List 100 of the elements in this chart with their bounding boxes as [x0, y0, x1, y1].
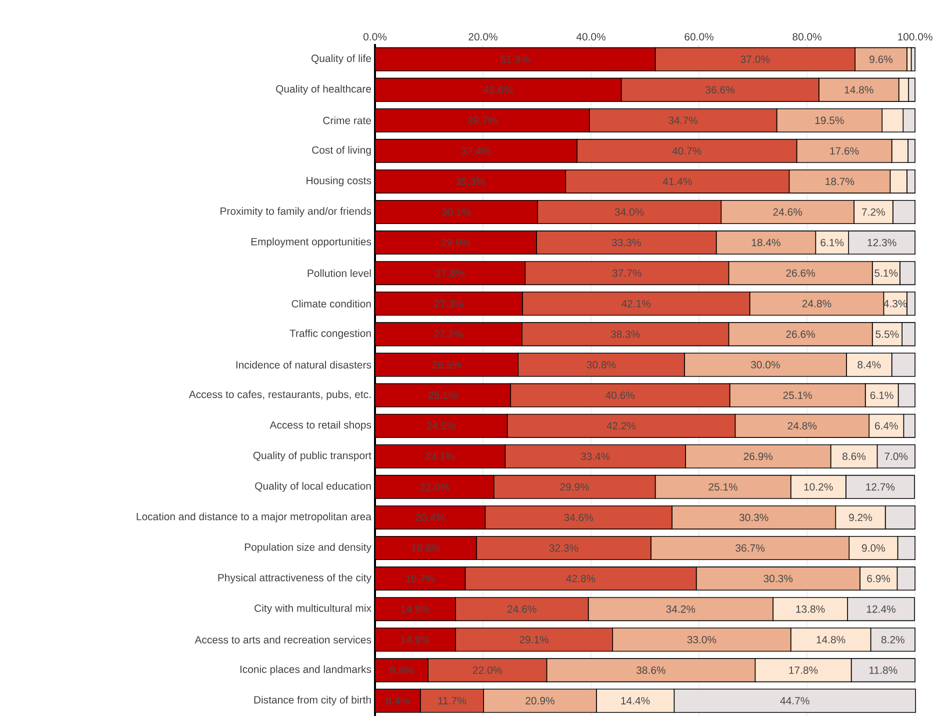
- data-label: 12.4%: [866, 605, 896, 613]
- data-label: 33.3%: [612, 238, 641, 246]
- data-label: 24.6%: [508, 605, 536, 613]
- y-tick-label: Physical attractiveness of the city: [218, 574, 372, 584]
- data-label: 30.3%: [764, 574, 793, 582]
- x-tick-label: 60.0%: [684, 33, 714, 40]
- y-tick-label: Pollution level: [308, 269, 371, 277]
- data-label: 9.8%: [390, 666, 414, 674]
- data-label: 26.5%: [432, 361, 462, 368]
- data-label: 25.1%: [708, 483, 738, 491]
- x-tick-label: 100.0%: [898, 33, 932, 40]
- data-label: 37.0%: [740, 56, 770, 63]
- data-label: 36.7%: [736, 544, 764, 552]
- data-label: 8.4%: [858, 361, 881, 368]
- data-label: 18.7%: [826, 178, 854, 186]
- y-tick-label: Quality of public transport: [253, 451, 372, 462]
- data-label: 26.6%: [786, 330, 815, 338]
- data-label: 41.4%: [662, 178, 692, 186]
- data-label: 18.8%: [412, 544, 440, 552]
- data-label: 30.3%: [739, 514, 768, 522]
- data-label: 25.1%: [428, 392, 458, 399]
- data-label: 13.8%: [796, 605, 825, 613]
- data-label: 12.7%: [866, 483, 895, 491]
- y-tick-label: Quality of healthcare: [276, 84, 371, 95]
- y-tick-label: City with multicultural mix: [254, 604, 372, 614]
- data-label: 37.7%: [612, 269, 642, 277]
- data-label: 9.6%: [870, 56, 893, 63]
- data-label: 17.8%: [789, 666, 818, 674]
- data-label: 27.3%: [434, 300, 464, 308]
- data-label: 20.9%: [526, 697, 554, 704]
- data-label: 36.6%: [706, 86, 735, 94]
- data-label: 38.3%: [610, 330, 640, 338]
- data-label: 16.7%: [406, 574, 435, 582]
- data-label: 6.9%: [867, 574, 890, 582]
- y-tick-label: Climate condition: [292, 300, 371, 308]
- data-label: 5.5%: [876, 330, 899, 338]
- data-label: 19.5%: [815, 116, 844, 124]
- data-label: 9.2%: [849, 514, 872, 522]
- y-tick-label: Iconic places and landmarks: [240, 665, 372, 676]
- data-label: 40.6%: [606, 392, 635, 399]
- y-tick-label: Population size and density: [244, 543, 372, 553]
- y-tick-label: Quality of life: [312, 54, 371, 64]
- data-label: 42.8%: [566, 574, 596, 582]
- y-tick-label: Traffic congestion: [290, 329, 371, 340]
- y-tick-label: Incidence of natural disasters: [236, 360, 372, 369]
- data-label: 30.1%: [442, 208, 471, 216]
- y-tick-label: Access to cafes, restaurants, pubs, etc.: [188, 390, 371, 400]
- y-tick-label: Crime rate: [323, 116, 371, 124]
- data-label: 22.0%: [473, 666, 502, 674]
- x-tick-label: 0.0%: [363, 33, 387, 40]
- data-label: 34.2%: [666, 605, 696, 613]
- x-tick-label: 80.0%: [792, 33, 822, 40]
- y-tick-label: Distance from city of birth: [254, 696, 371, 706]
- data-label: 26.6%: [786, 269, 815, 277]
- data-label: 27.2%: [434, 330, 463, 338]
- data-label: 34.0%: [614, 208, 644, 216]
- data-label: 8.2%: [881, 636, 904, 644]
- data-label: 40.7%: [672, 147, 702, 155]
- y-tick-label: Housing costs: [306, 176, 372, 186]
- data-label: 8.4%: [386, 697, 410, 704]
- data-label: 7.0%: [884, 452, 908, 460]
- data-label: 45.6%: [484, 86, 513, 94]
- y-tick-label: Employment opportunities: [251, 238, 372, 248]
- data-label: 24.8%: [802, 300, 832, 308]
- data-label: 14.8%: [844, 86, 874, 94]
- data-label: 37.4%: [462, 147, 490, 155]
- data-label: 6.4%: [875, 422, 898, 430]
- data-label: 34.7%: [668, 116, 698, 124]
- data-label: 44.7%: [780, 697, 810, 704]
- data-label: 30.8%: [586, 361, 616, 368]
- data-label: 10.2%: [804, 483, 833, 491]
- data-label: 42.2%: [606, 422, 636, 430]
- data-label: 14.8%: [816, 636, 846, 644]
- x-tick-label: 40.0%: [576, 33, 606, 40]
- y-tick-label: Location and distance to a major metropolitan area: [136, 512, 372, 522]
- data-label: 9.0%: [862, 544, 885, 552]
- y-tick-label: Access to retail shops: [270, 420, 372, 431]
- data-label: 18.4%: [752, 238, 780, 246]
- data-label: 24.1%: [426, 452, 455, 460]
- data-label: 11.8%: [870, 666, 898, 674]
- data-label: 33.0%: [687, 636, 716, 644]
- data-label: 30.0%: [750, 361, 780, 368]
- data-label: 7.2%: [862, 208, 885, 216]
- data-label: 27.8%: [436, 269, 465, 277]
- data-label: 6.1%: [820, 238, 844, 246]
- data-label: 20.4%: [416, 514, 445, 522]
- x-tick-label: 20.0%: [468, 33, 498, 40]
- data-label: 14.4%: [621, 697, 650, 704]
- data-label: 8.6%: [842, 452, 866, 460]
- data-label: 14.9%: [401, 636, 430, 644]
- data-label: 32.3%: [549, 544, 578, 552]
- data-label: 25.1%: [783, 392, 812, 399]
- data-label: 35.3%: [456, 178, 485, 186]
- data-label: 42.1%: [622, 300, 651, 308]
- data-label: 5.1%: [874, 269, 898, 277]
- data-label: 22.0%: [420, 483, 449, 491]
- data-label: 12.3%: [868, 238, 896, 246]
- data-label: 26.9%: [744, 452, 773, 460]
- y-tick-label: Proximity to family and/or friends: [220, 207, 372, 217]
- y-tick-label: Access to arts and recreation services: [194, 636, 372, 644]
